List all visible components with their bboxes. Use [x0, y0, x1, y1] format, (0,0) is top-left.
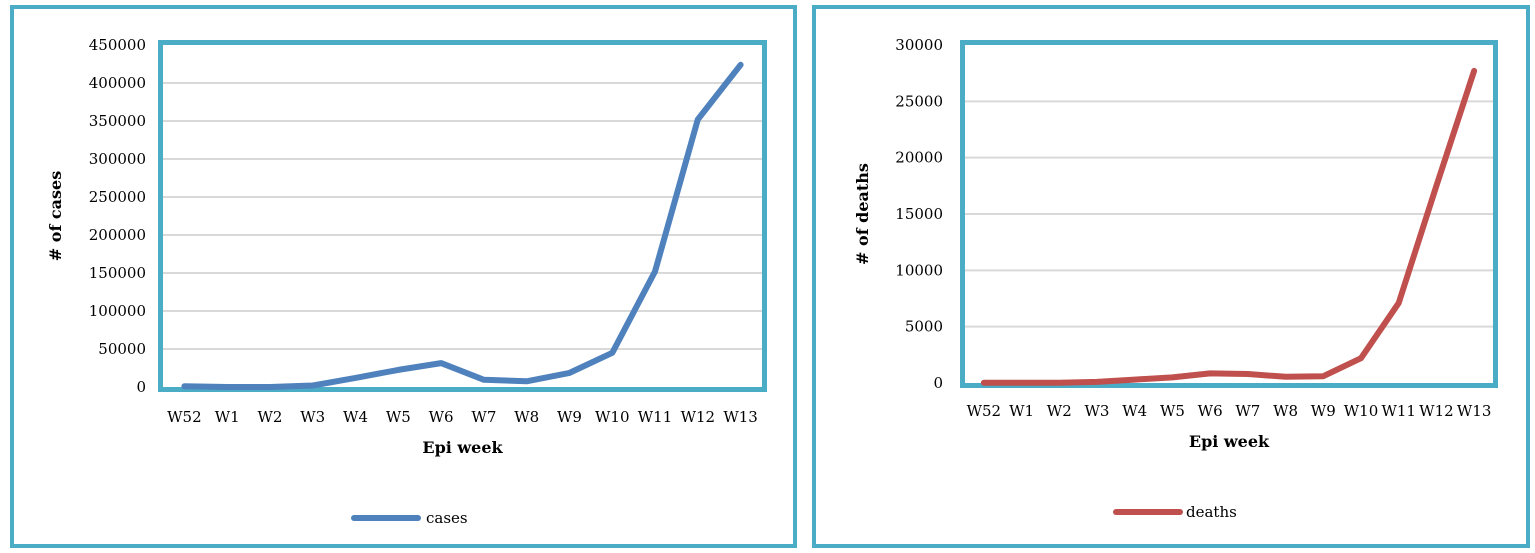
x-tick-label: W5	[386, 408, 411, 426]
x-tick-label: W4	[343, 408, 368, 426]
x-tick-label: W2	[1047, 402, 1072, 420]
y-tick-label: 150000	[89, 264, 146, 282]
x-tick-label: W11	[638, 408, 673, 426]
data-point	[1285, 376, 1287, 378]
x-tick-label: W3	[300, 408, 325, 426]
x-tick-label: W5	[1160, 402, 1185, 420]
data-point	[526, 380, 528, 382]
y-tick-label: 100000	[89, 302, 146, 320]
x-axis-title: Epi week	[422, 438, 503, 457]
data-point	[183, 385, 185, 387]
data-point	[1021, 382, 1023, 384]
data-point	[1096, 381, 1098, 383]
cases-chart-panel: 0 50000 100000 150000 200000 250000 300000 3500…	[10, 5, 797, 548]
y-axis-title: # of cases	[46, 171, 65, 261]
x-tick-label: W7	[471, 408, 496, 426]
y-axis-title: # of deaths	[853, 163, 872, 265]
y-tick-label: 50000	[98, 340, 146, 358]
x-tick-label: W52	[967, 402, 1002, 420]
data-point	[568, 372, 570, 374]
x-tick-label: W6	[429, 408, 454, 426]
x-tick-label: W1	[215, 408, 240, 426]
series-line-cases	[181, 61, 744, 390]
plot-frame	[158, 40, 767, 392]
legend-label: deaths	[1186, 503, 1237, 521]
x-tick-label: W13	[1457, 402, 1492, 420]
data-point	[1247, 373, 1249, 375]
data-point	[983, 382, 985, 384]
y-tick-label: 250000	[89, 188, 146, 206]
data-point	[1322, 375, 1324, 377]
data-point	[1171, 376, 1173, 378]
y-tick-label: 0	[136, 378, 146, 396]
x-tick-label: W9	[1311, 402, 1336, 420]
data-point	[740, 64, 742, 66]
data-point	[1360, 357, 1362, 359]
legend-label: cases	[426, 509, 468, 527]
data-point	[269, 386, 271, 388]
data-point	[611, 352, 613, 354]
data-point	[1435, 185, 1437, 187]
x-tick-label: W10	[1344, 402, 1379, 420]
deaths-chart-panel: 0 5000 10000 15000 20000 25000 30000 W52 W1 W2 W3 W…	[812, 5, 1530, 548]
x-tick-label: W8	[514, 408, 539, 426]
deaths-chart: 0 5000 10000 15000 20000 25000 30000 W52 W1 W2 W3 W…	[853, 36, 1498, 521]
y-tick-label: 0	[933, 374, 943, 392]
data-point	[312, 384, 314, 386]
x-axis-title: Epi week	[1189, 432, 1270, 451]
x-tick-label: W13	[723, 408, 758, 426]
cases-chart: 0 50000 100000 150000 200000 250000 300000 3500…	[46, 36, 767, 527]
x-tick-label: W4	[1122, 402, 1147, 420]
y-tick-label: 200000	[89, 226, 146, 244]
y-tick-label: 25000	[895, 92, 943, 110]
y-tick-label: 20000	[895, 149, 943, 167]
data-point	[1398, 302, 1400, 304]
y-tick-label: 400000	[89, 74, 146, 92]
data-point	[440, 362, 442, 364]
x-tick-label: W12	[1419, 402, 1454, 420]
data-point	[1473, 70, 1475, 72]
data-point	[1058, 382, 1060, 384]
x-tick-label: W9	[557, 408, 582, 426]
y-tick-label: 15000	[895, 205, 943, 223]
x-tick-label: W52	[167, 408, 202, 426]
x-tick-label: W6	[1198, 402, 1223, 420]
y-tick-label: 450000	[89, 36, 146, 54]
x-tick-label: W2	[257, 408, 282, 426]
data-point	[1134, 379, 1136, 381]
y-tick-label: 30000	[895, 36, 943, 54]
data-point	[483, 379, 485, 381]
y-tick-label: 5000	[905, 318, 943, 336]
y-tick-label: 10000	[895, 261, 943, 279]
data-point	[697, 118, 699, 120]
y-tick-label: 350000	[89, 112, 146, 130]
x-tick-label: W11	[1381, 402, 1416, 420]
data-point	[226, 386, 228, 388]
data-point	[1209, 372, 1211, 374]
x-tick-label: W8	[1273, 402, 1298, 420]
data-point	[397, 369, 399, 371]
data-point	[355, 377, 357, 379]
plot-frame	[960, 40, 1498, 388]
series-line-deaths	[980, 67, 1478, 386]
x-tick-label: W10	[595, 408, 630, 426]
x-tick-label: W12	[681, 408, 716, 426]
data-point	[654, 270, 656, 272]
y-tick-label: 300000	[89, 150, 146, 168]
x-tick-label: W1	[1009, 402, 1034, 420]
x-tick-label: W3	[1085, 402, 1110, 420]
x-tick-label: W7	[1235, 402, 1260, 420]
